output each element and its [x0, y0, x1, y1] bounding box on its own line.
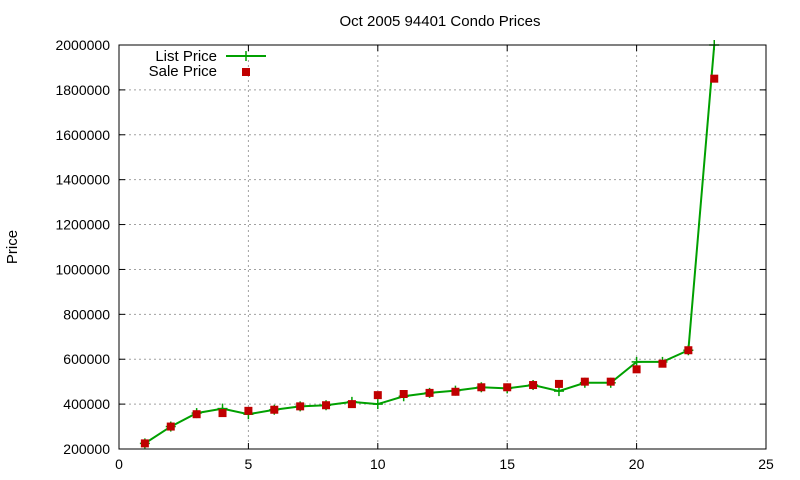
- x-tick-label: 20: [629, 456, 645, 472]
- sale-price-point: [529, 381, 538, 390]
- sale-price-point: [322, 401, 331, 410]
- y-tick-label: 1800000: [55, 82, 110, 98]
- series-list-price: [139, 40, 720, 449]
- sale-price-point: [477, 383, 486, 392]
- y-tick-label: 1200000: [55, 217, 110, 233]
- sale-price-point: [658, 359, 667, 368]
- legend: List Price Sale Price: [149, 48, 266, 80]
- legend-label-list-price: List Price: [155, 48, 217, 65]
- x-tick-label: 10: [370, 456, 386, 472]
- sale-price-point: [373, 391, 382, 400]
- legend-marker-list-price: [241, 51, 251, 61]
- legend-label-sale-price: Sale Price: [149, 63, 217, 80]
- list-price-point: [372, 399, 383, 410]
- chart-title: Oct 2005 94401 Condo Prices: [340, 13, 541, 30]
- sale-price-point: [218, 409, 227, 418]
- sale-price-point: [166, 422, 175, 431]
- x-tick-label: 25: [758, 456, 774, 472]
- sale-price-point: [244, 406, 253, 415]
- sale-price-point: [606, 377, 615, 386]
- sale-price-point: [192, 410, 201, 419]
- sale-price-point: [684, 346, 693, 355]
- sale-price-point: [347, 400, 356, 409]
- list-price-point: [631, 356, 642, 367]
- y-tick-label: 400000: [63, 396, 110, 412]
- y-tick-label: 600000: [63, 351, 110, 367]
- y-tick-label: 1400000: [55, 172, 110, 188]
- y-tick-label: 200000: [63, 441, 110, 457]
- sale-price-point: [710, 74, 719, 83]
- legend-marker-sale-price: [242, 68, 250, 76]
- y-tick-label: 1000000: [55, 261, 110, 277]
- y-tick-label: 800000: [63, 306, 110, 322]
- grid-lines: [119, 45, 766, 449]
- sale-price-point: [632, 365, 641, 374]
- sale-price-point: [270, 405, 279, 414]
- axis-ticks: 0 5 10 15 20 25 200000 400000 600000 800000 100000…: [55, 37, 774, 472]
- x-tick-label: 0: [115, 456, 123, 472]
- y-tick-label: 2000000: [55, 37, 110, 53]
- sale-price-point: [554, 379, 563, 388]
- sale-price-point: [140, 439, 149, 448]
- sale-price-point: [296, 402, 305, 411]
- x-tick-label: 15: [499, 456, 515, 472]
- sale-price-point: [451, 387, 460, 396]
- y-axis-label: Price: [4, 230, 21, 264]
- series-sale-price: [140, 74, 719, 448]
- sale-price-point: [399, 390, 408, 399]
- list-price-line: [144, 44, 716, 445]
- sale-price-point: [503, 383, 512, 392]
- x-tick-label: 5: [245, 456, 253, 472]
- y-tick-label: 1600000: [55, 127, 110, 143]
- plot-frame: [118, 44, 767, 450]
- sale-price-point: [425, 388, 434, 397]
- sale-price-point: [580, 377, 589, 386]
